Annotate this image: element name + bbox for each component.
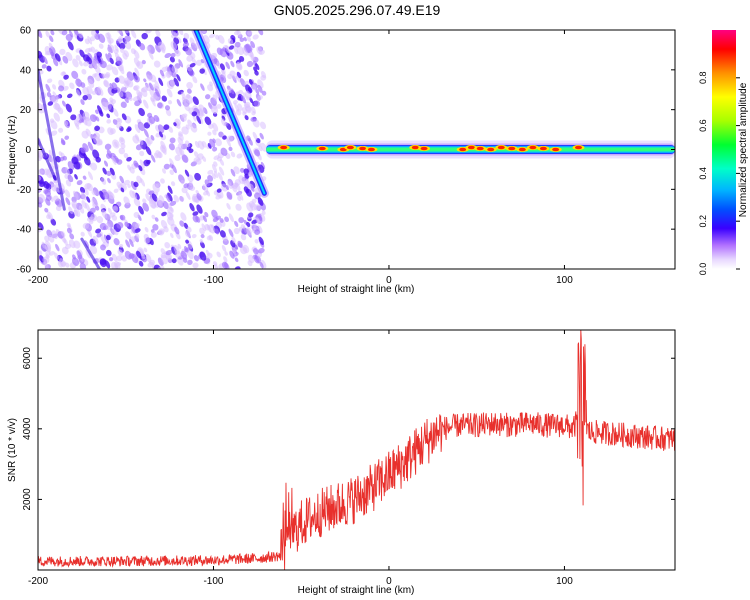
colorbar-tick-label: 0.2 <box>698 215 708 228</box>
top-y-tick-label: 0 <box>25 145 31 156</box>
colorbar-tick-label: 0.4 <box>698 167 708 180</box>
top-y-axis-label: Frequency (Hz) <box>7 116 18 185</box>
bottom-y-axis-label: SNR (10 * v/v) <box>7 418 18 482</box>
top-x-tick-label: 0 <box>386 275 392 286</box>
colorbar-gradient <box>712 30 736 269</box>
colorbar-label: Normalized spectral amplitude <box>738 82 749 217</box>
top-y-tick-label: -60 <box>17 265 32 276</box>
colorbar-tick-label: 0.8 <box>698 72 708 85</box>
bottom-x-tick-label: -100 <box>203 576 223 587</box>
snr-panel: -200 -100 0 100 2000 4000 6000 Height of strai… <box>7 329 676 596</box>
top-y-tick-label: 20 <box>20 105 32 116</box>
bottom-y-tick-label: 4000 <box>22 417 33 440</box>
spectrogram-horizontal-track <box>266 140 675 159</box>
top-y-tick-label: -20 <box>17 185 32 196</box>
top-y-tick-label: 60 <box>20 26 32 37</box>
spectrogram-diagonal-track <box>191 30 269 198</box>
snr-frame <box>37 329 676 571</box>
top-y-tick-label: -40 <box>17 225 32 236</box>
chart-title: GN05.2025.296.07.49.E19 <box>274 2 441 18</box>
snr-series-line <box>38 330 675 570</box>
bottom-x-tick-label: 0 <box>386 576 392 587</box>
top-x-tick-label: -200 <box>28 275 48 286</box>
bottom-y-tick-label: 2000 <box>22 488 33 511</box>
bottom-x-tick-label: -200 <box>28 576 48 587</box>
colorbar-tick-label: 0.6 <box>698 119 708 132</box>
top-x-axis-label: Height of straight line (km) <box>298 284 415 295</box>
top-x-tick-label: -100 <box>203 275 223 286</box>
bottom-x-axis-label: Height of straight line (km) <box>298 585 415 596</box>
bottom-x-tick-label: 100 <box>556 576 573 587</box>
bottom-y-tick-label: 6000 <box>22 347 33 370</box>
colorbar: 0.0 0.2 0.4 0.6 0.8 Normalized spectral ampl… <box>698 30 749 275</box>
top-y-tick-label: 40 <box>20 65 32 76</box>
top-x-tick-label: 100 <box>556 275 573 286</box>
colorbar-tick-label: 0.0 <box>698 263 708 276</box>
